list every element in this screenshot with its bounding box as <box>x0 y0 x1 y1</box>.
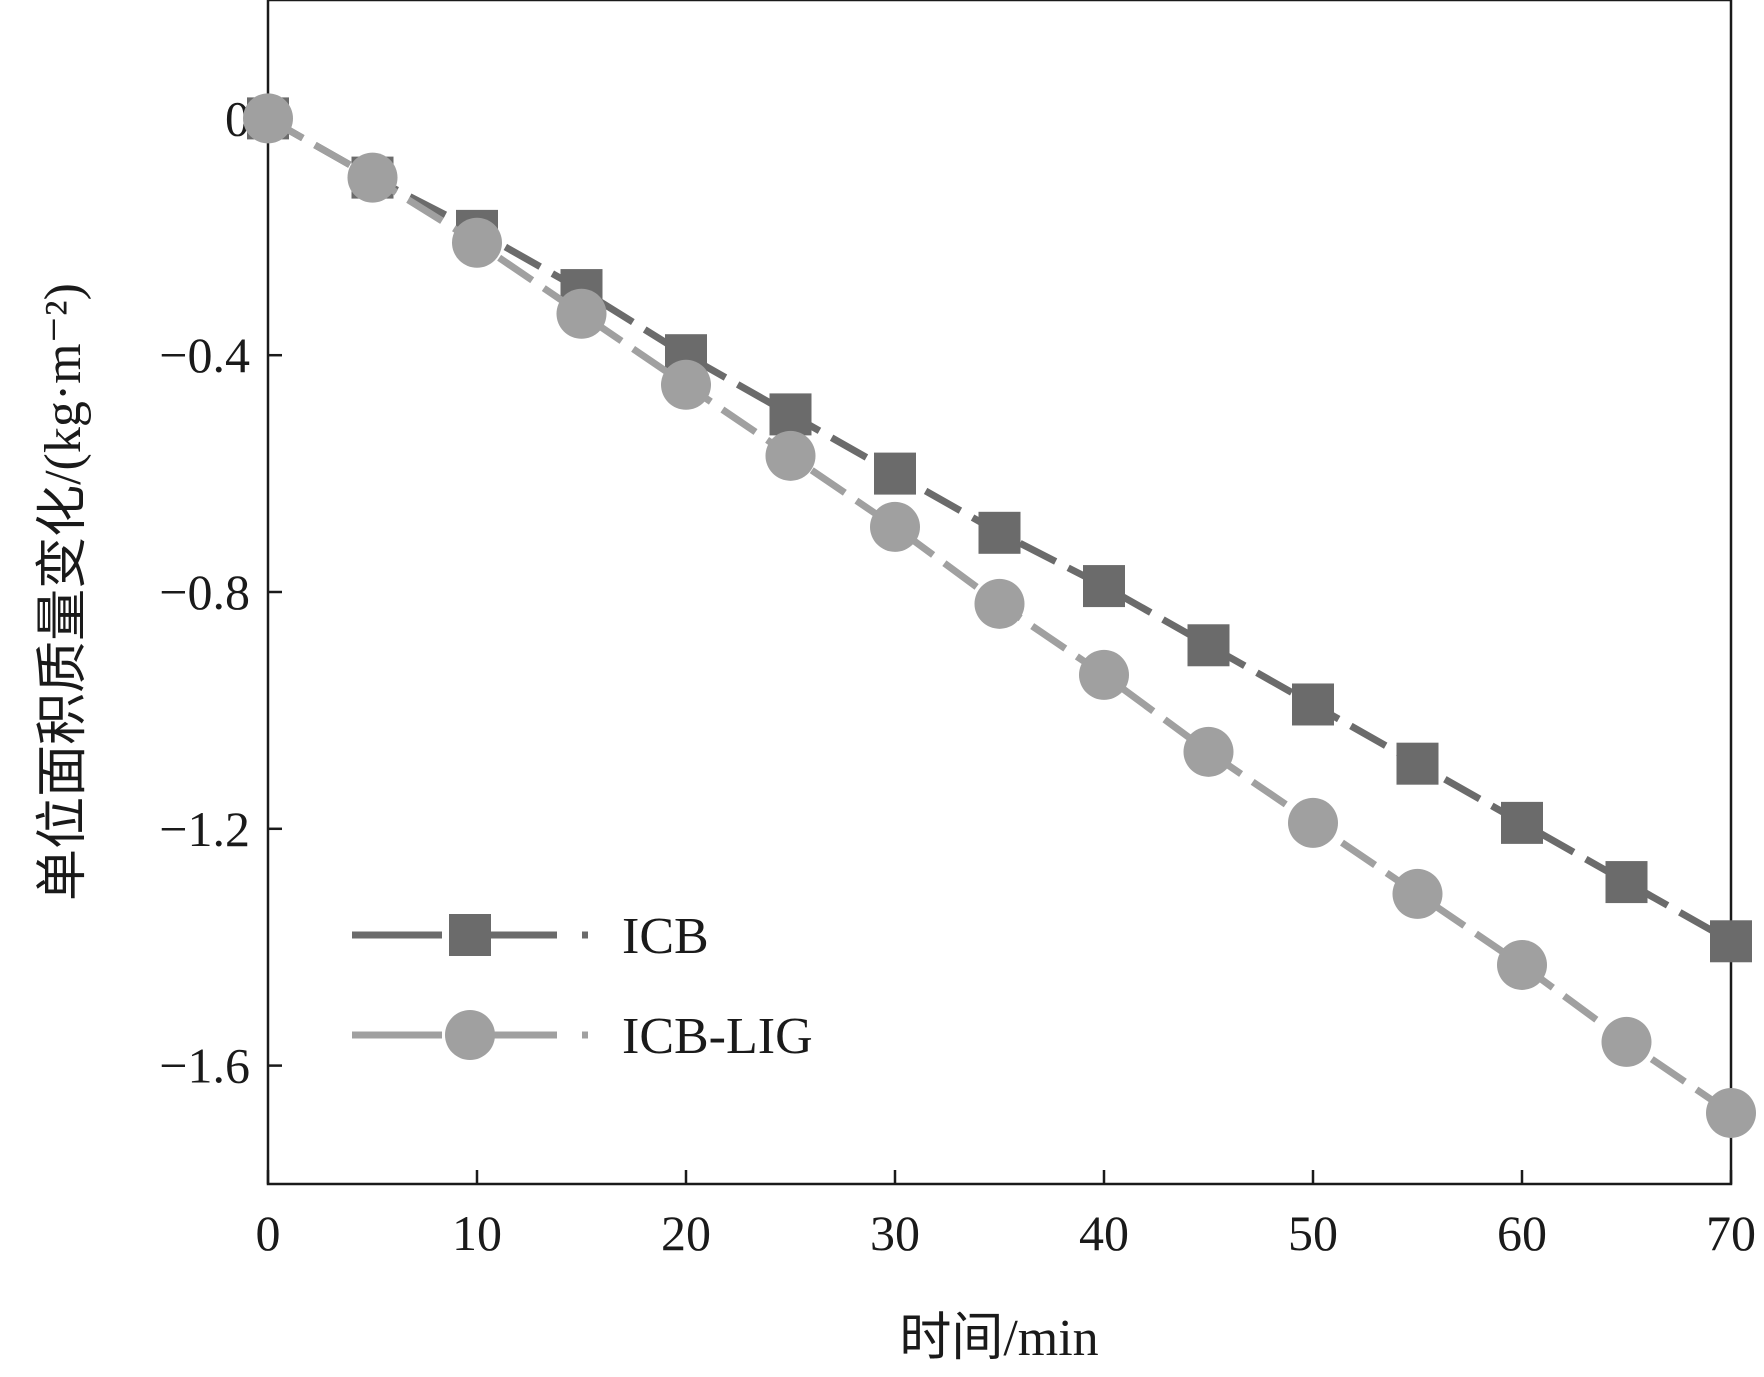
data-point <box>661 359 711 410</box>
legend-item: ICB-LIG <box>352 1008 813 1065</box>
data-point <box>1183 726 1234 777</box>
data-point <box>1605 861 1648 904</box>
x-tick-label: 10 <box>452 1205 502 1261</box>
data-point <box>769 393 812 436</box>
axis-ticks <box>266 117 1733 1184</box>
data-point <box>347 152 398 203</box>
x-tick-label: 0 <box>256 1205 281 1261</box>
y-axis-label: 单位面积质量变化/(kg·m⁻²) <box>35 283 92 901</box>
y-tick-label: −0.8 <box>159 564 250 620</box>
x-tick-label: 50 <box>1288 1205 1338 1261</box>
x-axis-label: 时间/min <box>899 1310 1098 1367</box>
legend-marker <box>445 1010 495 1060</box>
data-point <box>1392 868 1443 919</box>
data-point <box>974 578 1025 629</box>
legend-label: ICB-LIG <box>622 1008 813 1065</box>
data-point <box>1501 801 1543 844</box>
data-point <box>243 93 293 144</box>
data-point <box>1497 939 1547 990</box>
data-point <box>556 288 607 339</box>
legend-label: ICB <box>622 908 709 965</box>
data-point <box>1396 742 1439 785</box>
y-tick-label: −1.6 <box>159 1038 250 1094</box>
data-point <box>874 452 916 495</box>
x-tick-label: 30 <box>870 1205 920 1261</box>
data-point <box>1288 797 1338 848</box>
data-point <box>1083 565 1125 608</box>
series-2 <box>243 93 1756 1138</box>
data-point <box>1706 1087 1756 1138</box>
data-point <box>1079 649 1129 700</box>
y-tick-label: −1.2 <box>159 801 250 857</box>
data-point <box>452 217 502 268</box>
data-point <box>1187 624 1230 667</box>
legend: ICB ICB-LIG <box>352 908 813 1065</box>
data-point <box>1710 920 1752 963</box>
y-tick-label: −0.4 <box>159 327 250 383</box>
data-point <box>1601 1016 1652 1067</box>
x-tick-label: 60 <box>1497 1205 1547 1261</box>
x-tick-label: 40 <box>1079 1205 1129 1261</box>
data-point <box>978 511 1021 554</box>
data-point <box>870 501 920 552</box>
data-point <box>765 430 816 481</box>
axis-tick-labels: 0 10 20 30 40 50 60 700−0.4−0.8−1.2−1.6 <box>159 90 1756 1261</box>
x-tick-label: 70 <box>1706 1205 1756 1261</box>
legend-marker <box>449 914 491 956</box>
series-layer <box>243 93 1756 1138</box>
x-tick-label: 20 <box>661 1205 711 1261</box>
legend-item: ICB <box>352 908 709 965</box>
data-point <box>1292 683 1334 726</box>
